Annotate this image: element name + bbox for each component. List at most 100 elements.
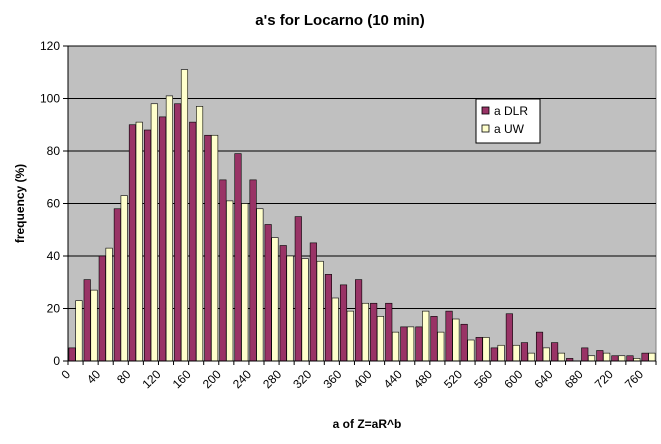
bar-uw [557, 352, 565, 362]
bar-dlr [505, 313, 513, 362]
x-tick-label: 680 [562, 367, 586, 391]
y-axis-label: frequency (%) [13, 164, 27, 243]
bar-dlr [641, 352, 649, 362]
bar-uw [648, 352, 656, 362]
x-tick-label: 280 [260, 367, 284, 391]
bar-uw [527, 352, 535, 362]
bar-uw [75, 300, 83, 362]
bar-dlr [128, 124, 136, 362]
x-tick-label: 720 [592, 367, 616, 391]
bar-uw [392, 331, 400, 362]
bar-uw [603, 352, 611, 362]
bar-uw [196, 106, 204, 362]
bar-dlr [581, 347, 589, 362]
legend-swatch [481, 124, 490, 133]
bar-uw [452, 318, 460, 362]
bar-dlr [551, 342, 559, 362]
bar-dlr [385, 302, 393, 362]
bar-dlr [279, 245, 287, 362]
bar-dlr [68, 347, 76, 362]
bar-dlr [234, 153, 242, 362]
bar-dlr [264, 224, 272, 362]
legend: a DLR a UW [475, 98, 541, 144]
bar-uw [271, 237, 279, 362]
y-tick-label: 0 [53, 354, 60, 368]
bar-uw [437, 331, 445, 362]
x-tick-label: 0 [58, 367, 73, 382]
bar-uw [407, 326, 415, 362]
bar-dlr [520, 342, 528, 362]
bar-dlr [159, 116, 167, 362]
bars [68, 69, 656, 362]
bar-dlr [460, 323, 468, 362]
bar-dlr [98, 255, 106, 362]
x-axis: 0 40 80 120 160 200 240 280 320 360 400 440 480 520 56… [58, 360, 657, 391]
bar-uw [120, 195, 128, 362]
bar-dlr [430, 316, 438, 362]
y-tick-label: 40 [47, 249, 61, 263]
bar-uw [241, 203, 249, 362]
x-tick-label: 120 [140, 367, 164, 391]
x-tick-label: 480 [411, 367, 435, 391]
bar-uw [226, 200, 234, 362]
bar-dlr [596, 350, 604, 362]
x-tick-label: 80 [114, 367, 134, 387]
x-tick-label: 320 [290, 367, 314, 391]
bar-uw [105, 247, 113, 362]
bar-dlr [294, 216, 302, 362]
bar-uw [316, 260, 324, 362]
bar-dlr [370, 302, 378, 362]
bar-uw [497, 344, 505, 362]
bar-dlr [490, 347, 498, 362]
bar-dlr [143, 129, 152, 362]
bar-uw [361, 302, 369, 362]
x-tick-label: 360 [320, 367, 344, 391]
bar-dlr [249, 179, 257, 362]
bar-dlr [611, 355, 619, 362]
bar-uw [482, 337, 490, 362]
bar-dlr [535, 331, 544, 362]
bar-dlr [445, 310, 453, 362]
bar-uw [180, 69, 189, 362]
x-tick-label: 240 [230, 367, 254, 391]
bar-uw [588, 355, 596, 362]
bar-uw [618, 355, 626, 362]
bar-uw [346, 310, 354, 362]
bar-dlr [219, 179, 227, 362]
y-tick-label: 20 [47, 302, 61, 316]
bar-uw [90, 289, 98, 362]
y-axis: 0 20 40 60 80 100 120 [40, 39, 69, 368]
bar-dlr [626, 355, 634, 362]
y-tick-label: 80 [47, 144, 61, 158]
bar-uw [301, 258, 309, 362]
x-tick-label: 520 [441, 367, 465, 391]
x-tick-label: 760 [622, 367, 646, 391]
bar-uw [331, 297, 339, 362]
x-tick-label: 560 [471, 367, 495, 391]
bar-uw [150, 103, 158, 362]
bar-uw [135, 121, 143, 362]
bar-dlr [339, 284, 348, 362]
bar-uw [512, 344, 520, 362]
y-tick-label: 60 [47, 197, 61, 211]
bar-uw [211, 134, 219, 362]
bar-uw [286, 255, 294, 362]
legend-label: a UW [494, 122, 525, 136]
bar-dlr [83, 279, 91, 362]
bar-uw [256, 208, 264, 362]
bar-dlr [189, 121, 197, 362]
bar-uw [376, 316, 385, 362]
x-tick-label: 400 [351, 367, 375, 391]
bar-dlr [113, 208, 121, 362]
bar-uw [165, 95, 173, 362]
x-tick-label: 200 [200, 367, 224, 391]
legend-label: a DLR [494, 104, 528, 118]
bar-dlr [309, 242, 317, 362]
x-tick-label: 600 [501, 367, 525, 391]
x-tick-label: 160 [170, 367, 194, 391]
x-axis-label: a of Z=aR^b [333, 417, 402, 431]
x-tick-label: 640 [532, 367, 556, 391]
bar-dlr [355, 279, 363, 362]
chart-title: a's for Locarno (10 min) [255, 12, 424, 29]
